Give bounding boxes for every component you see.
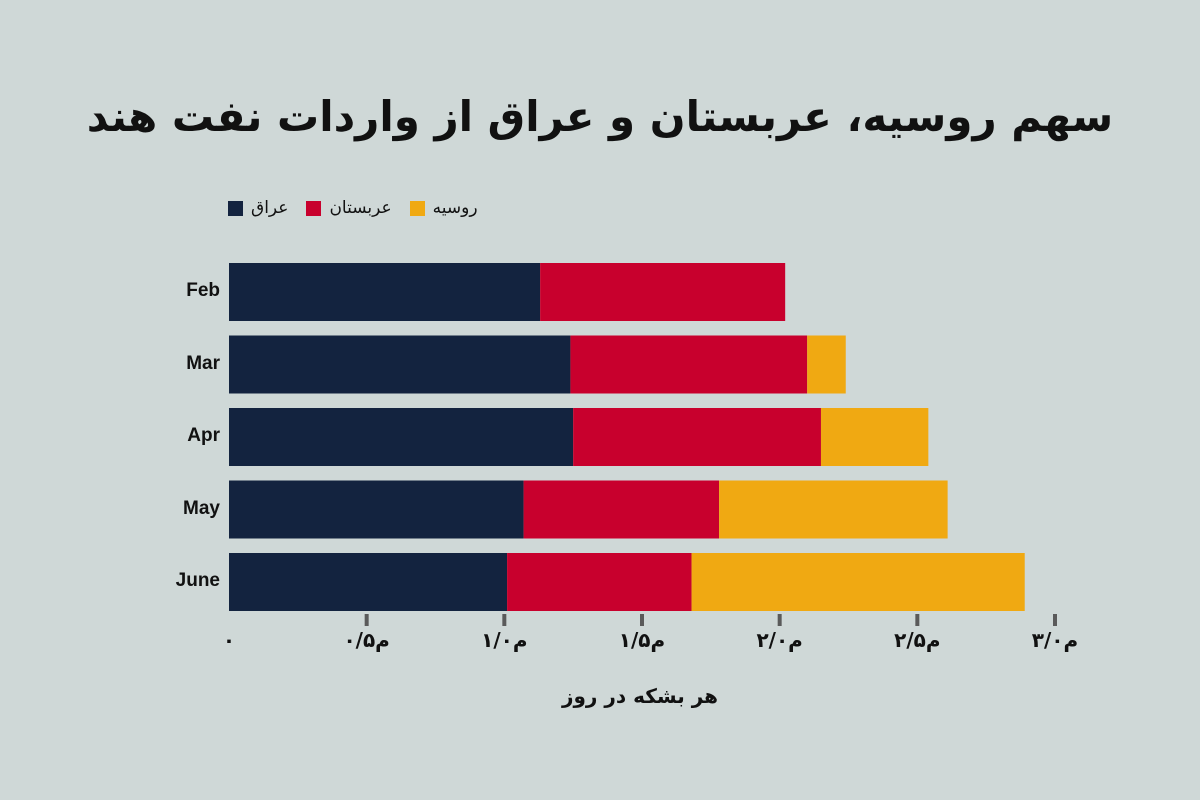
x-tick-label: ۱/۵م [618,628,666,652]
category-label-june: June [175,570,220,591]
x-tick-label: ۲/۵م [894,628,941,652]
chart-title: سهم روسیه، عربستان و عراق از واردات نفت … [86,92,1114,141]
x-tick-label: ۳/۰م [1031,628,1079,652]
x-tick-mark [364,614,369,626]
bar-saudi-may [523,480,720,539]
bar-russia-apr [820,408,929,466]
bar-russia-may [719,480,948,539]
bar-saudi-june [507,553,692,611]
x-tick-mark [777,614,782,626]
legend-swatch-russia [409,200,425,216]
legend-label-iraq: عراق [251,198,289,218]
bar-iraq-feb [229,263,541,321]
category-label-mar: Mar [186,352,220,374]
bar-russia-mar [807,335,846,394]
legend-swatch-iraq [228,200,243,216]
bar-iraq-mar [229,335,571,394]
x-tick-mark [640,614,644,626]
bar-iraq-apr [229,408,574,466]
category-label-may: May [183,497,220,519]
x-tick-label: ۰ [222,628,236,652]
x-tick-label: ۰/۵م [343,628,390,652]
category-label-feb: Feb [186,280,220,301]
legend-label-russia: روسیه [432,198,478,218]
bar-russia-june [691,553,1025,611]
legend: عراق عربستان روسیه [228,198,478,218]
bar-iraq-may [229,480,524,539]
bar-saudi-apr [573,408,821,466]
legend-item-russia: روسیه [409,198,478,218]
legend-label-saudi: عربستان [329,198,392,218]
legend-item-saudi: عربستان [306,198,392,218]
category-label-apr: Apr [187,425,220,446]
legend-item-iraq: عراق [228,198,288,218]
x-tick-label: ۲/۰م [756,628,803,652]
x-tick-mark [502,614,507,626]
x-tick-mark [1053,614,1057,626]
bar-saudi-mar [570,335,808,394]
legend-swatch-saudi [306,200,322,216]
x-axis-title: هر بشکه در روز [561,684,719,708]
bar-iraq-june [229,553,508,611]
x-tick-mark [915,614,920,626]
x-tick-label: ۱/۰م [481,628,528,652]
bar-saudi-feb [540,263,786,321]
